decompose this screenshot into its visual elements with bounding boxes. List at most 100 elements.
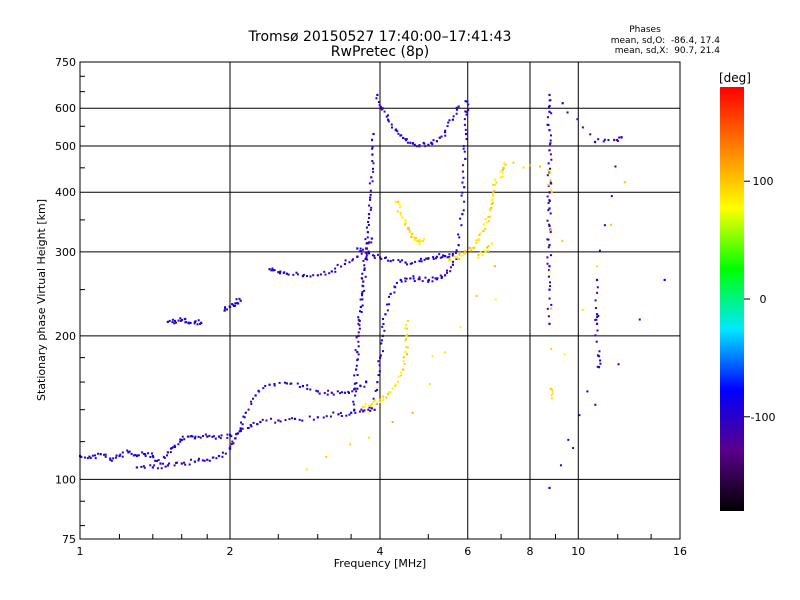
data-point <box>495 181 498 184</box>
data-point <box>180 462 183 465</box>
data-point <box>396 130 399 133</box>
data-point <box>387 295 390 298</box>
data-point <box>406 227 409 230</box>
data-point <box>413 236 416 239</box>
data-point <box>448 257 451 260</box>
data-point <box>546 307 549 310</box>
data-point <box>487 245 490 248</box>
data-point <box>403 223 406 226</box>
data-point <box>283 271 286 274</box>
data-point <box>398 203 401 206</box>
data-point <box>436 277 439 280</box>
data-point <box>356 247 359 250</box>
data-point <box>168 319 171 322</box>
data-point <box>382 318 385 321</box>
data-point <box>440 135 443 138</box>
data-point <box>390 123 393 126</box>
data-point <box>366 258 369 261</box>
data-point <box>593 140 597 144</box>
data-point <box>461 254 464 257</box>
data-point <box>441 256 444 259</box>
data-point <box>241 427 244 430</box>
data-point <box>485 221 488 224</box>
data-point <box>168 462 171 465</box>
data-point <box>243 416 246 419</box>
data-point <box>491 194 494 197</box>
data-point <box>444 129 447 132</box>
data-point <box>295 271 298 274</box>
data-point <box>389 292 392 295</box>
data-point <box>400 134 403 137</box>
data-point <box>548 297 551 300</box>
data-point <box>152 456 155 459</box>
data-point <box>418 259 421 263</box>
data-point <box>464 100 467 103</box>
data-point <box>363 405 366 408</box>
data-point <box>465 138 468 141</box>
data-point <box>348 261 351 264</box>
data-point <box>380 108 383 111</box>
data-point <box>242 415 245 418</box>
data-point <box>374 389 377 392</box>
data-point <box>490 242 493 245</box>
data-point <box>407 226 410 229</box>
data-point <box>181 435 184 438</box>
data-point <box>370 237 373 240</box>
data-point <box>337 413 340 416</box>
data-point <box>370 206 373 209</box>
data-point <box>277 419 280 422</box>
data-point <box>194 320 197 323</box>
data-point <box>372 132 375 136</box>
data-point <box>455 108 458 111</box>
data-point <box>484 227 487 231</box>
data-point <box>328 272 331 275</box>
data-point <box>550 158 553 161</box>
data-point <box>234 304 237 307</box>
data-point <box>431 143 434 146</box>
data-point <box>359 305 362 309</box>
data-point <box>374 399 377 402</box>
data-point <box>434 277 437 280</box>
data-point <box>382 396 385 399</box>
colorbar-ticks: 100 0 -100 <box>744 175 775 424</box>
data-point <box>548 265 551 268</box>
data-point <box>458 236 461 239</box>
data-point <box>397 375 400 378</box>
data-point <box>386 303 389 306</box>
data-point <box>365 381 368 384</box>
data-point <box>221 451 224 454</box>
data-point <box>203 459 206 462</box>
data-point <box>351 390 354 393</box>
data-point <box>382 399 385 402</box>
data-point <box>550 254 553 257</box>
data-point <box>360 250 363 253</box>
data-point <box>177 319 180 322</box>
data-point <box>163 457 166 460</box>
data-point <box>439 256 442 259</box>
data-point <box>387 120 390 123</box>
data-point <box>272 269 275 272</box>
data-point <box>319 273 322 276</box>
data-point <box>358 319 361 323</box>
data-point <box>268 383 271 386</box>
data-point <box>235 298 238 301</box>
data-point <box>384 256 387 259</box>
data-point <box>347 390 350 393</box>
data-point <box>484 250 487 253</box>
data-point <box>367 408 370 411</box>
data-point <box>312 274 315 277</box>
data-point <box>361 294 364 297</box>
data-point <box>431 280 434 283</box>
data-point <box>443 255 447 258</box>
data-point <box>409 141 412 144</box>
data-point <box>547 201 550 204</box>
data-point <box>411 142 414 145</box>
data-point <box>409 231 412 234</box>
data-point <box>249 424 252 427</box>
data-point <box>548 270 551 273</box>
data-point <box>455 256 458 259</box>
data-point <box>360 252 363 255</box>
data-point <box>224 307 227 310</box>
data-point <box>499 176 502 179</box>
data-point <box>232 442 235 445</box>
